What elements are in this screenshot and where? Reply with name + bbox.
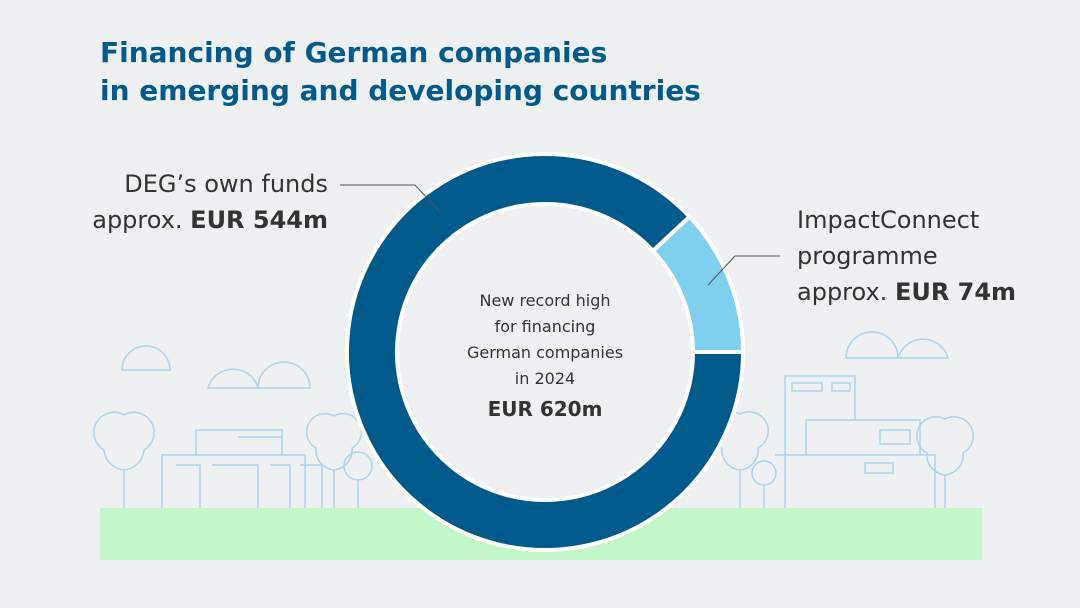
center-line: in 2024: [514, 369, 576, 388]
title-line: in emerging and developing countries: [100, 74, 701, 107]
value-label: EUR 74m: [894, 278, 1017, 306]
building-right: [775, 375, 936, 508]
leader-line: [707, 255, 780, 286]
value-prefix: approx.: [92, 206, 183, 234]
title-line: Financing of German companies: [100, 36, 608, 69]
leader-line: [340, 184, 441, 213]
donut: [345, 152, 746, 552]
trees-right: [711, 411, 974, 508]
value-prefix: approx.: [797, 278, 888, 306]
category-label: DEG’s own funds: [124, 170, 328, 198]
trees-left: [93, 411, 373, 508]
value-line: approx. EUR 544m: [92, 202, 328, 238]
center-line: for financing: [494, 317, 596, 336]
building-left: [161, 429, 323, 508]
slice-label: DEG’s own funds approx. EUR 544m: [92, 166, 328, 238]
center-text: New record high for financing German com…: [420, 288, 670, 422]
value-label: EUR 544m: [190, 206, 328, 234]
center-line: New record high: [479, 291, 611, 310]
center-total: EUR 620m: [487, 397, 603, 421]
chart-title: Financing of German companies in emergin…: [100, 34, 701, 110]
category-label: ImpactConnect programme: [797, 206, 980, 270]
clouds: [121, 331, 949, 389]
donut-slice: [650, 213, 746, 354]
value-line: approx. EUR 74m: [797, 274, 1032, 310]
slice-label: ImpactConnect programme approx. EUR 74m: [797, 202, 1032, 310]
donut-slice: [345, 152, 746, 552]
center-line: German companies: [466, 343, 624, 362]
